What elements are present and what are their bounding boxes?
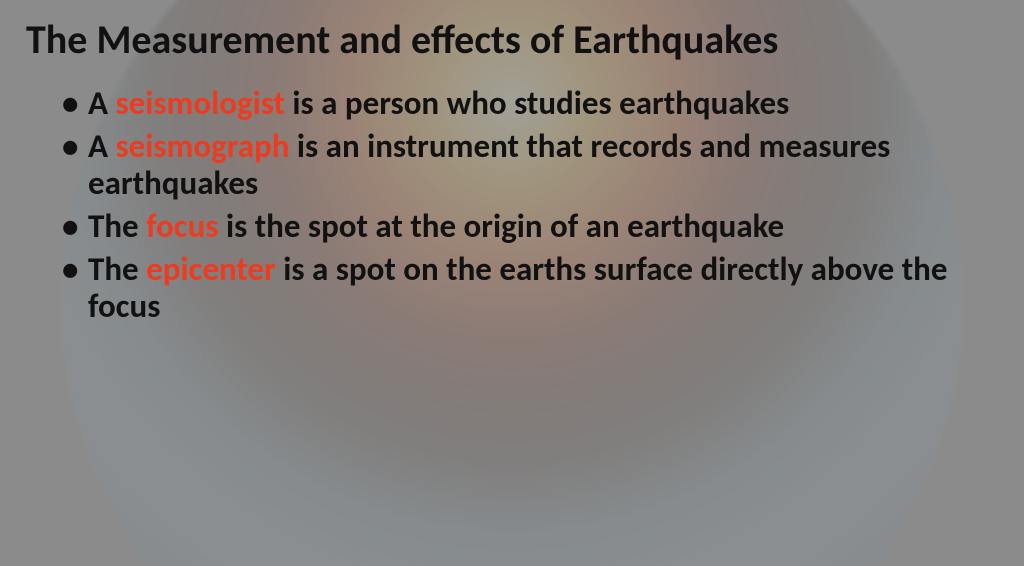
bullet-highlight: epicenter [146, 249, 276, 289]
bullet-prefix: A [88, 83, 115, 123]
bullet-suffix: is a person who studies earthquakes [285, 83, 789, 123]
slide-title: The Measurement and effects of Earthquak… [26, 18, 998, 63]
bullet-item: A seismologist is a person who studies e… [62, 85, 998, 122]
bullet-suffix: is the spot at the origin of an earthqua… [219, 206, 785, 246]
bullet-item: The focus is the spot at the origin of a… [62, 208, 998, 245]
bullet-highlight: seismograph [115, 126, 289, 166]
bullet-highlight: focus [146, 206, 218, 246]
bullet-highlight: seismologist [115, 83, 284, 123]
slide-content: The Measurement and effects of Earthquak… [0, 0, 1024, 566]
bullet-prefix: The [88, 206, 146, 246]
bullet-item: A seismograph is an instrument that reco… [62, 128, 998, 202]
bullet-list: A seismologist is a person who studies e… [26, 85, 998, 325]
bullet-prefix: A [88, 126, 115, 166]
bullet-item: The epicenter is a spot on the earths su… [62, 251, 998, 325]
bullet-prefix: The [88, 249, 146, 289]
